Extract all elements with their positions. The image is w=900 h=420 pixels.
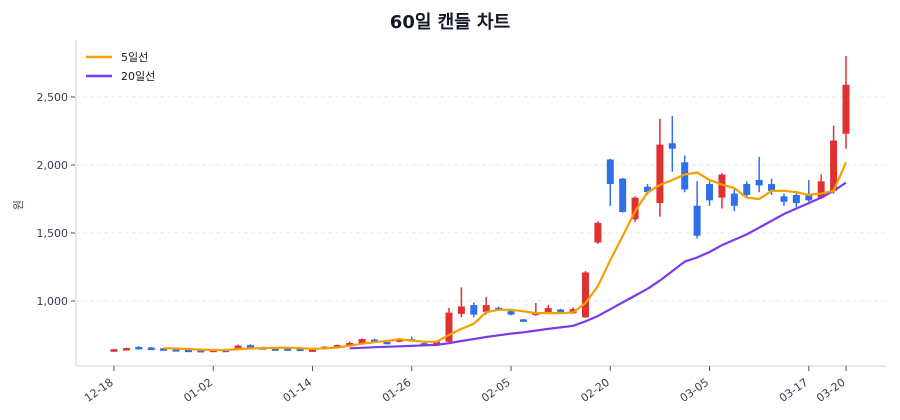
candle [817,174,825,199]
candle [606,158,614,206]
candle [122,347,130,351]
candle [147,346,155,351]
candle [619,177,627,213]
candle [519,318,527,322]
candle [755,156,763,193]
legend-ma20: 20일선 [86,69,155,83]
candle [805,179,813,202]
legend: 5일선 20일선 [86,50,155,83]
y-tick-label: 2,500 [37,91,69,104]
candle [135,346,143,350]
candle [842,56,850,149]
candle [631,196,639,223]
x-tick-label: 03-20 [814,376,848,405]
x-tick-label: 02-20 [578,376,612,405]
ma20-line [349,181,847,350]
ma5-line [163,161,848,352]
y-tick-label: 1,000 [37,295,69,308]
candle [470,302,478,318]
candle [693,181,701,239]
candle [246,344,254,348]
candle [656,118,664,217]
candle [706,181,714,206]
candle [457,287,465,318]
y-axis-label: 원 [12,200,25,210]
candle [718,173,726,209]
x-tick-label: 03-17 [777,376,811,405]
x-tick-label: 01-26 [380,376,414,405]
candle [830,125,838,194]
chart-title: 60일 캔들 차트 [389,12,511,33]
gridlines [76,96,886,302]
x-tick-label: 01-02 [181,376,215,405]
candle [743,181,751,198]
y-tick-label: 1,500 [37,227,69,240]
candle [110,348,118,352]
candle [780,193,788,206]
candle [594,221,602,244]
x-tick-label: 01-14 [281,376,315,405]
candle [581,271,589,318]
candle [507,310,515,316]
candle [792,193,800,208]
legend-label: 20일선 [121,69,155,83]
legend-ma5: 5일선 [86,50,148,64]
y-tick-label: 2,000 [37,159,69,172]
x-tick-label: 02-05 [479,376,513,405]
candles [110,56,850,353]
legend-label: 5일선 [121,50,148,64]
candle [445,307,453,344]
x-tick-label: 12-18 [82,376,116,405]
candle [668,116,676,172]
candle [768,178,776,195]
moving-average-lines [163,161,848,352]
x-tick-label: 03-05 [678,376,712,405]
candle [730,189,738,212]
